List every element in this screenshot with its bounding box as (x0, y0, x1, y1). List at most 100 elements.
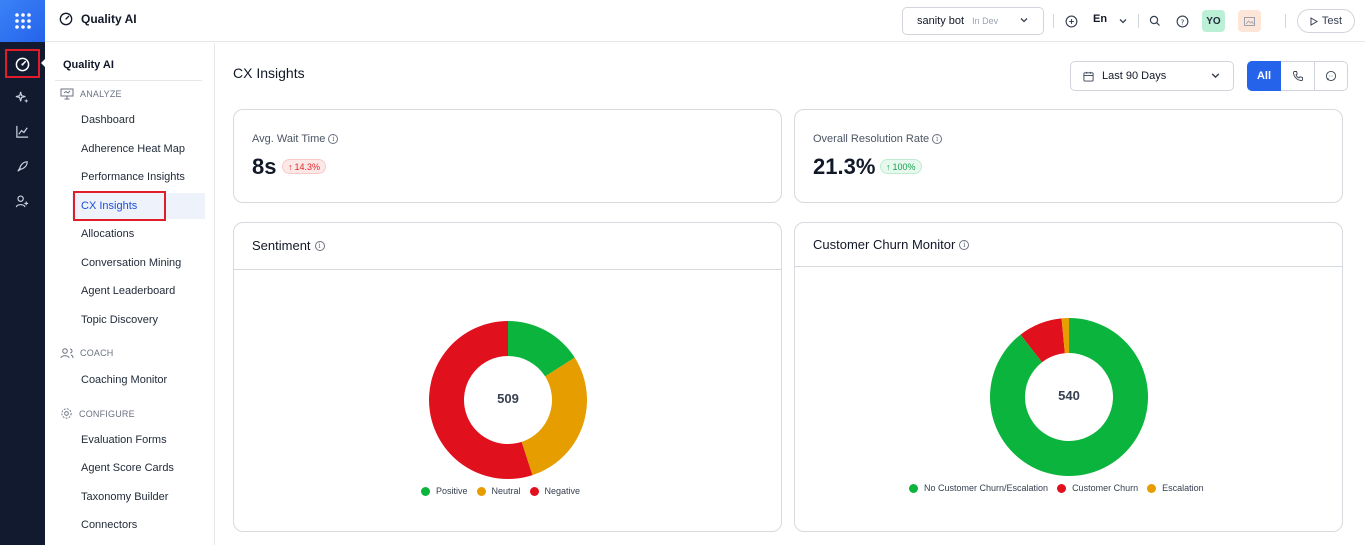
language-selector[interactable]: En (1093, 13, 1108, 25)
legend-label: Positive (436, 486, 468, 496)
nav-agent-leaderboard[interactable]: Agent Leaderboard (81, 285, 176, 297)
plus-circle-icon (1065, 15, 1077, 27)
donut-slice-neutral[interactable] (521, 357, 587, 476)
top-header: Quality AI sanity bot In Dev En ? YO Tes… (45, 0, 1365, 42)
kpi-change-badge: ↑ 100% (880, 159, 922, 174)
test-button[interactable]: Test (1297, 9, 1355, 33)
legend-swatch (1057, 483, 1067, 493)
nav-adherence-heat-map[interactable]: Adherence Heat Map (81, 143, 185, 155)
nav-conversation-mining[interactable]: Conversation Mining (81, 257, 182, 269)
bot-env: In Dev (972, 16, 999, 26)
section-coach: COACH (60, 347, 114, 359)
nav-agent-score-cards[interactable]: Agent Score Cards (81, 462, 174, 474)
donut-slice-negative[interactable] (429, 321, 533, 479)
channel-voice-button[interactable] (1281, 61, 1315, 91)
rail-quality-ai[interactable] (0, 49, 45, 79)
legend-item-no-customer-churn-escalation[interactable]: No Customer Churn/Escalation (909, 483, 1048, 493)
header-divider (1285, 14, 1286, 28)
info-icon[interactable]: i (959, 239, 970, 250)
header-divider (1053, 14, 1054, 28)
sidenav-title: Quality AI (63, 59, 114, 71)
channel-chat-button[interactable] (1314, 61, 1348, 91)
donut-slice-customer-churn[interactable] (1020, 318, 1065, 363)
legend-swatch (1147, 483, 1157, 493)
nav-taxonomy-builder[interactable]: Taxonomy Builder (81, 491, 169, 503)
legend-swatch (909, 483, 918, 493)
legend-swatch (476, 486, 486, 496)
legend-label: Neutral (491, 486, 521, 496)
kpi-value: 8s (252, 154, 277, 179)
chart-title: Customer Churn Monitor i (813, 237, 970, 252)
info-icon[interactable]: i (314, 240, 325, 251)
legend-label: Negative (544, 486, 581, 496)
legend-item-neutral[interactable]: Neutral (476, 486, 521, 496)
section-label: ANALYZE (80, 89, 122, 99)
line-chart-icon (16, 125, 29, 138)
info-icon[interactable]: i (932, 134, 943, 144)
nav-connectors[interactable]: Connectors (81, 519, 138, 531)
legend-item-customer-churn[interactable]: Customer Churn (1057, 483, 1138, 493)
kpi-label-text: Overall Resolution Rate (813, 133, 930, 145)
info-icon[interactable]: i (328, 134, 339, 144)
sidenav-divider (55, 80, 202, 81)
legend-item-escalation[interactable]: Escalation (1147, 483, 1204, 493)
header-divider (1138, 14, 1139, 28)
bot-selector[interactable]: sanity bot In Dev (902, 7, 1044, 35)
legend-item-positive[interactable]: Positive (421, 486, 468, 496)
rail-deploy[interactable] (0, 151, 45, 181)
settings-icon (61, 408, 72, 419)
kpi-change-badge: ↑ 14.3% (282, 159, 327, 174)
legend-item-negative[interactable]: Negative (529, 486, 581, 496)
section-configure: CONFIGURE (60, 407, 135, 420)
kpi-change-value: 14.3% (294, 161, 321, 172)
channel-all-button[interactable]: All (1247, 61, 1281, 91)
sentiment-card: Sentiment i 509 Positive Neutral Negative (233, 222, 782, 532)
legend-label: Customer Churn (1072, 483, 1139, 493)
nav-active-background (72, 193, 205, 219)
add-button[interactable] (1063, 13, 1079, 29)
side-nav: Quality AI ANALYZE Dashboard Adherence H… (45, 43, 215, 545)
kpi-label-text: Avg. Wait Time (252, 133, 326, 145)
chart-legend: Positive Neutral Negative (421, 486, 580, 496)
nav-cx-insights[interactable]: CX Insights (81, 200, 138, 212)
workspace-avatar[interactable] (1238, 10, 1261, 32)
donut-slice-positive[interactable] (508, 321, 575, 377)
section-label: COACH (80, 348, 114, 358)
language-dropdown[interactable] (1115, 13, 1131, 29)
rail-automation[interactable] (0, 82, 45, 112)
help-button[interactable]: ? (1174, 13, 1190, 29)
user-avatar[interactable]: YO (1202, 10, 1225, 32)
chevron-down-icon (1119, 19, 1127, 24)
kpi-card-resolution-rate: Overall Resolution Rate i 21.3% ↑ 100% (794, 109, 1343, 203)
chevron-down-icon (1020, 18, 1028, 23)
bot-name: sanity bot (917, 15, 965, 27)
search-icon (1149, 15, 1160, 26)
rail-user-management[interactable] (0, 186, 45, 216)
legend-label: No Customer Churn/Escalation (924, 483, 1049, 493)
gauge-icon (15, 57, 30, 71)
date-range-selector[interactable]: Last 90 Days (1070, 61, 1234, 91)
nav-coaching-monitor[interactable]: Coaching Monitor (81, 374, 168, 386)
page-title: CX Insights (233, 65, 305, 81)
nav-allocations[interactable]: Allocations (81, 228, 135, 240)
apps-grid-button[interactable] (0, 0, 45, 42)
donut-slice-no-customer-churn-escalation[interactable] (990, 318, 1148, 476)
test-label: Test (1321, 15, 1343, 27)
chart-divider (234, 269, 781, 270)
nav-evaluation-forms[interactable]: Evaluation Forms (81, 434, 167, 446)
donut-slice-escalation[interactable] (1061, 318, 1069, 354)
arrow-up-icon: ↑ (886, 161, 891, 172)
nav-topic-discovery[interactable]: Topic Discovery (81, 314, 159, 326)
chart-title: Sentiment i (252, 238, 325, 253)
rail-analytics[interactable] (0, 116, 45, 146)
churn-donut (990, 318, 1148, 476)
nav-performance-insights[interactable]: Performance Insights (81, 171, 185, 183)
rail-active-highlight (5, 49, 40, 78)
search-button[interactable] (1147, 13, 1163, 29)
legend-swatch (529, 486, 539, 496)
gauge-icon (59, 12, 73, 26)
rail-caret (41, 58, 46, 68)
kpi-label: Overall Resolution Rate i (813, 133, 943, 145)
nav-dashboard[interactable]: Dashboard (81, 114, 135, 126)
sparkles-icon (15, 91, 29, 103)
